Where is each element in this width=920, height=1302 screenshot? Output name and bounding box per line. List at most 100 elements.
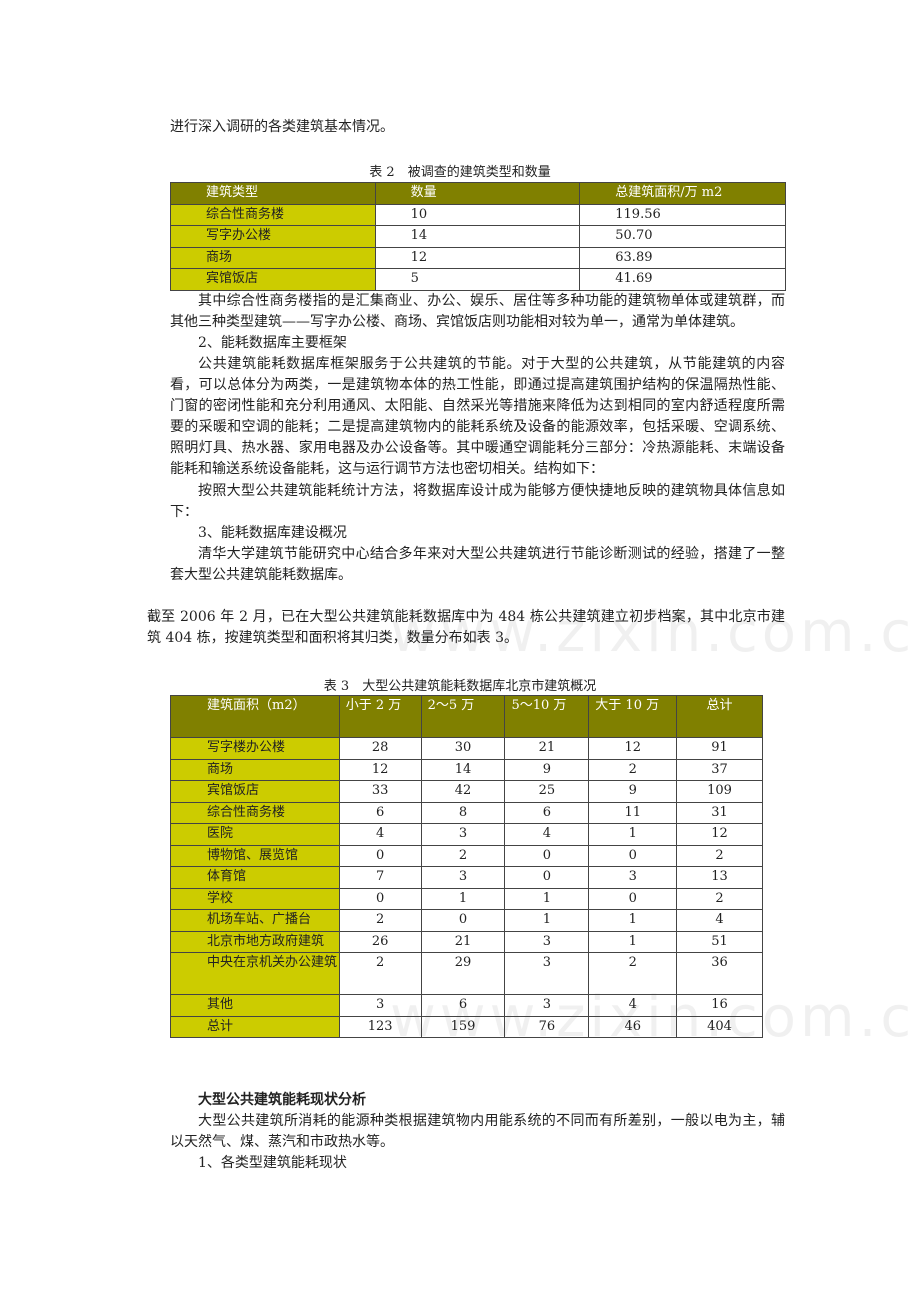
count-cell: 1: [504, 887, 590, 910]
table3: 建筑面积（m2） 小于 2 万 2～5 万 5～10 万大于 10 万总计 写字楼办公楼…: [170, 695, 763, 1038]
count-cell: 2: [676, 844, 763, 867]
count-cell: 46: [588, 1015, 678, 1038]
table3-row: 医院 4 3 4 1 12: [170, 823, 763, 846]
count-cell: 109: [676, 780, 763, 803]
count-cell: 91: [676, 737, 763, 760]
count-cell: 0: [504, 866, 590, 889]
count-cell: 2: [588, 758, 678, 781]
building-type-cell: 北京市地方政府建筑: [170, 930, 340, 953]
building-type-cell: 写字办公楼: [170, 225, 376, 248]
building-type-cell: 其他: [170, 994, 340, 1017]
paragraph-tsinghua: 清华大学建筑节能研究中心结合多年来对大型公共建筑进行节能诊断测试的经验，搭建了一…: [170, 546, 785, 583]
table2-header-cell: 数量: [374, 182, 581, 205]
building-type-cell: 学校: [170, 887, 340, 910]
value-cell: 14: [374, 225, 581, 248]
building-type-cell: 写字楼办公楼: [170, 737, 340, 760]
count-cell: 4: [676, 909, 763, 932]
table3-header-cell: 大于 10 万: [588, 695, 678, 738]
paragraph-statistics-method: 按照大型公共建筑能耗统计方法，将数据库设计成为能够方便快捷地反映的建筑物具体信息…: [170, 483, 785, 520]
count-cell: 123: [338, 1015, 422, 1038]
building-type-cell: 综合性商务楼: [170, 203, 376, 226]
building-type-cell: 体育馆: [170, 866, 340, 889]
count-cell: 4: [338, 823, 422, 846]
table3-header-cell: 总计: [676, 695, 763, 738]
count-cell: 0: [420, 909, 506, 932]
count-cell: 1: [588, 909, 678, 932]
count-cell: 28: [338, 737, 422, 760]
table3-row: 宾馆饭店 33 42 25 9 109: [170, 780, 763, 803]
count-cell: 3: [504, 952, 590, 995]
count-cell: 33: [338, 780, 422, 803]
count-cell: 0: [338, 844, 422, 867]
table2-row: 综合性商务楼 10 119.56: [170, 203, 786, 226]
count-cell: 404: [676, 1015, 763, 1038]
table3-row: 学校 0 1 1 0 2: [170, 887, 763, 910]
table3-header-cell: 2～5 万: [420, 695, 506, 738]
count-cell: 2: [338, 952, 422, 995]
count-cell: 3: [504, 930, 590, 953]
count-cell: 29: [420, 952, 506, 995]
table3-row: 总计 123 159 76 46 404: [170, 1015, 763, 1038]
table3-header-row: 建筑面积（m2） 小于 2 万 2～5 万 5～10 万大于 10 万总计: [170, 695, 763, 738]
count-cell: 9: [588, 780, 678, 803]
count-cell: 21: [420, 930, 506, 953]
count-cell: 6: [420, 994, 506, 1017]
table3-row: 北京市地方政府建筑 26 21 3 1 51: [170, 930, 763, 953]
count-cell: 9: [504, 758, 590, 781]
table3-row: 体育馆 7 3 0 3 13: [170, 866, 763, 889]
table3-header-cell: 建筑面积（m2）: [170, 695, 340, 738]
value-cell: 41.69: [579, 268, 786, 291]
paragraph-comprehensive-buildings: 其中综合性商务楼指的是汇集商业、办公、娱乐、居住等多种功能的建筑物单体或建筑群，…: [170, 293, 785, 330]
table3-row: 博物馆、展览馆 0 2 0 0 2: [170, 844, 763, 867]
count-cell: 3: [420, 866, 506, 889]
count-cell: 0: [338, 887, 422, 910]
count-cell: 14: [420, 758, 506, 781]
count-cell: 12: [338, 758, 422, 781]
table3-header-cell: 小于 2 万: [338, 695, 422, 738]
table2-header-row: 建筑类型 数量 总建筑面积/万 m2: [170, 182, 786, 205]
table2-row: 宾馆饭店 5 41.69: [170, 268, 786, 291]
count-cell: 31: [676, 801, 763, 824]
count-cell: 6: [338, 801, 422, 824]
heading-energy-status: 1、各类型建筑能耗现状: [198, 1155, 347, 1171]
paragraph-archive-summary: 截至 2006 年 2 月，已在大型公共建筑能耗数据库中为 484 栋公共建筑建…: [147, 609, 785, 646]
table3-row: 综合性商务楼 6 8 6 11 31: [170, 801, 763, 824]
count-cell: 1: [504, 909, 590, 932]
building-type-cell: 总计: [170, 1015, 340, 1038]
count-cell: 4: [504, 823, 590, 846]
paragraph-energy-types: 大型公共建筑所消耗的能源种类根据建筑物内用能系统的不同而有所差别，一般以电为主，…: [170, 1113, 785, 1150]
count-cell: 76: [504, 1015, 590, 1038]
count-cell: 7: [338, 866, 422, 889]
building-type-cell: 宾馆饭店: [170, 268, 376, 291]
count-cell: 0: [588, 844, 678, 867]
count-cell: 36: [676, 952, 763, 995]
building-type-cell: 宾馆饭店: [170, 780, 340, 803]
count-cell: 1: [588, 930, 678, 953]
count-cell: 1: [420, 887, 506, 910]
building-type-cell: 机场车站、广播台: [170, 909, 340, 932]
count-cell: 4: [588, 994, 678, 1017]
heading-database-construction: 3、能耗数据库建设概况: [198, 525, 347, 541]
count-cell: 51: [676, 930, 763, 953]
building-type-cell: 综合性商务楼: [170, 801, 340, 824]
building-type-cell: 中央在京机关办公建筑: [170, 952, 340, 995]
table2-header-cell: 建筑类型: [170, 182, 376, 205]
table2: 建筑类型 数量 总建筑面积/万 m2 综合性商务楼 10 119.56 写字办公楼 14 50.…: [170, 182, 786, 291]
count-cell: 0: [588, 887, 678, 910]
table3-row: 中央在京机关办公建筑 2 29 3 2 36: [170, 952, 763, 995]
section-title: 大型公共建筑能耗现状分析: [198, 1092, 366, 1108]
value-cell: 50.70: [579, 225, 786, 248]
intro-line: 进行深入调研的各类建筑基本情况。: [170, 119, 394, 135]
count-cell: 3: [588, 866, 678, 889]
count-cell: 2: [588, 952, 678, 995]
table3-row: 其他 3 6 3 4 16: [170, 994, 763, 1017]
count-cell: 25: [504, 780, 590, 803]
count-cell: 12: [676, 823, 763, 846]
count-cell: 2: [420, 844, 506, 867]
count-cell: 42: [420, 780, 506, 803]
count-cell: 37: [676, 758, 763, 781]
count-cell: 3: [420, 823, 506, 846]
count-cell: 21: [504, 737, 590, 760]
count-cell: 1: [588, 823, 678, 846]
count-cell: 3: [504, 994, 590, 1017]
